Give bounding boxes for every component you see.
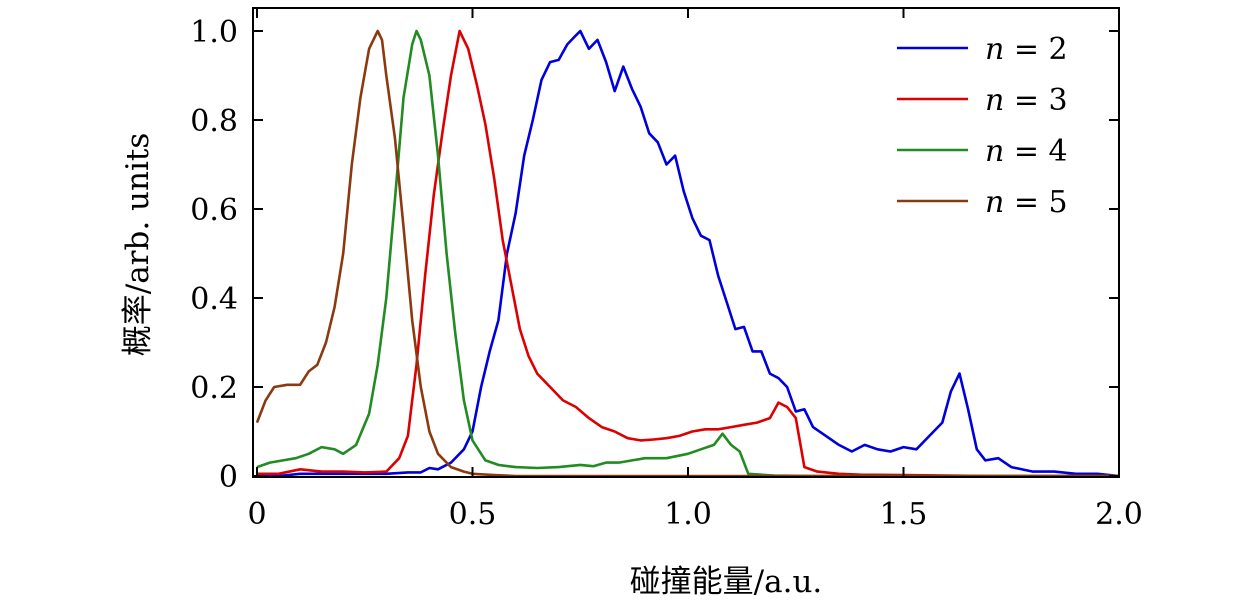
y-axis-label: 概率/arb. units [120, 133, 156, 357]
x-tick-label: 0 [247, 497, 266, 532]
legend-label: n = 4 [985, 134, 1068, 169]
legend: n = 2 n = 3 n = 4 n = 5 [897, 32, 1068, 220]
series-line-3 [257, 29, 1119, 478]
x-tick-label: 0.5 [449, 497, 497, 532]
x-tick-label: 1.0 [664, 497, 712, 532]
y-tick-label: 0.2 [190, 371, 238, 406]
y-tick-label: 1.0 [190, 15, 238, 50]
plot-frame [252, 7, 1120, 478]
x-tick-label: 1.5 [880, 497, 928, 532]
legend-item-n3: n = 3 [897, 83, 1068, 118]
series-layer [255, 29, 1120, 478]
y-tick-label: 0.6 [190, 193, 238, 228]
series-line-4 [256, 29, 1119, 478]
legend-label: n = 3 [985, 83, 1068, 118]
x-tick-label: 2.0 [1095, 497, 1143, 532]
tick-layer: 0 0.5 1.0 1.5 2.0 0 0.2 0.4 0.6 0.8 1.0 [190, 8, 1143, 532]
legend-item-n4: n = 4 [897, 134, 1068, 169]
legend-item-n5: n = 5 [897, 185, 1068, 220]
series-line-5 [255, 29, 1119, 478]
y-tick-label: 0.4 [190, 282, 238, 317]
y-tick-label: 0.8 [190, 104, 238, 139]
x-axis-label: 碰撞能量/a.u. [630, 564, 823, 600]
legend-item-n2: n = 2 [897, 32, 1068, 67]
legend-label: n = 2 [985, 32, 1068, 67]
y-tick-label: 0 [219, 460, 238, 495]
series-line-2 [257, 29, 1120, 478]
legend-label: n = 5 [985, 185, 1068, 220]
